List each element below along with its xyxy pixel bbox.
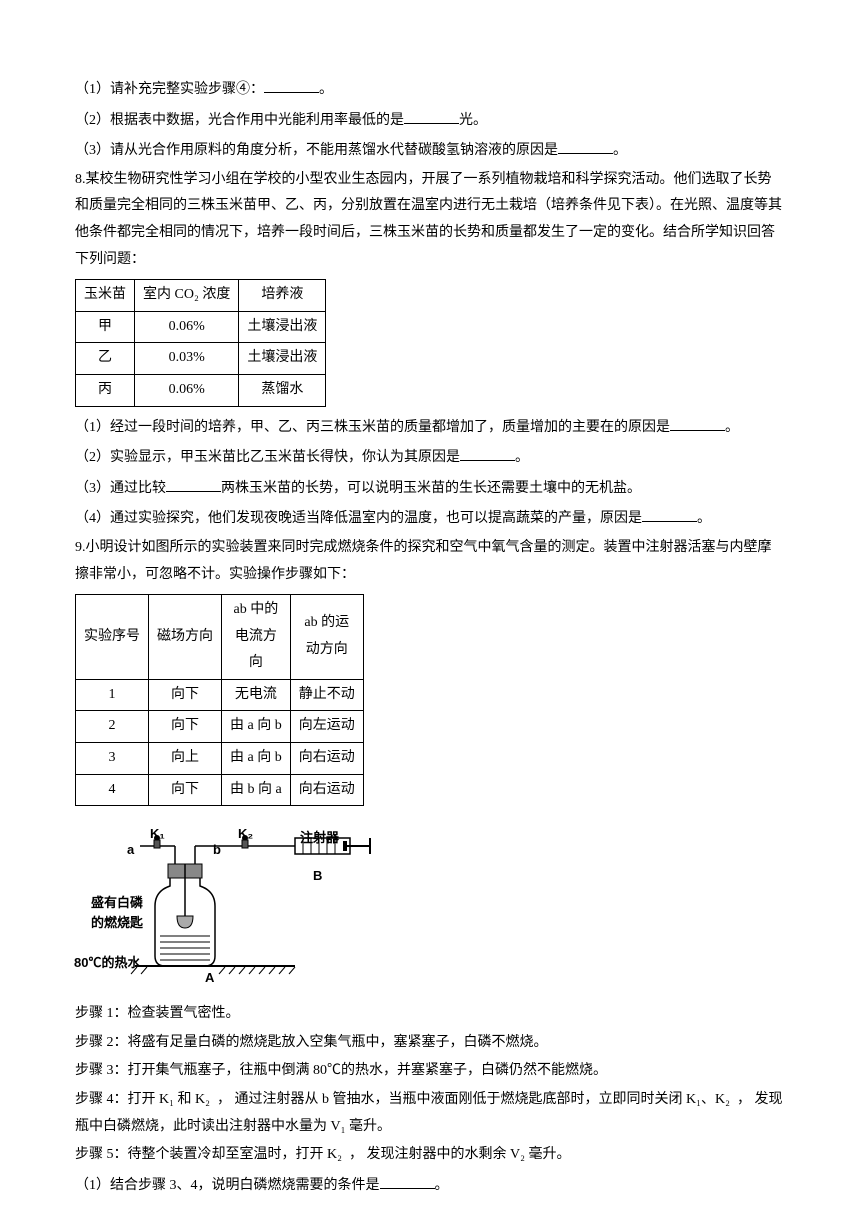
table-cell: 向右运动 xyxy=(290,743,363,775)
q8-sub4-suffix: 。 xyxy=(697,511,711,526)
table-cell: 甲 xyxy=(76,311,135,343)
table-cell: 由 a 向 b xyxy=(222,711,291,743)
q9-number: 9. xyxy=(75,540,86,555)
label-B: B xyxy=(313,864,322,889)
table-cell: 由 a 向 b xyxy=(222,743,291,775)
label-b: b xyxy=(213,838,221,863)
table-cell: 向下 xyxy=(149,679,222,711)
q7-sub2-suffix: 光。 xyxy=(459,113,487,128)
table-row: 4 向下 由 b 向 a 向右运动 xyxy=(76,774,364,806)
q8-sub1-text: （1）经过一段时间的培养，甲、乙、丙三株玉米苗的质量都增加了，质量增加的主要在的… xyxy=(75,420,670,435)
table-cell: 蒸馏水 xyxy=(239,374,326,406)
table-cell: 4 xyxy=(76,774,149,806)
table-cell: 土壤浸出液 xyxy=(239,343,326,375)
table-cell: 向下 xyxy=(149,711,222,743)
table-row: 乙 0.03% 土壤浸出液 xyxy=(76,343,326,375)
blank-field[interactable] xyxy=(558,136,613,154)
q8-table: 玉米苗 室内 CO₂ 浓度 培养液 甲 0.06% 土壤浸出液 乙 0.03% … xyxy=(75,279,326,406)
q9-step3: 步骤 3：打开集气瓶塞子，往瓶中倒满 80℃的热水，并塞紧塞子，白磷仍然不能燃烧… xyxy=(75,1058,785,1085)
blank-field[interactable] xyxy=(380,1171,435,1189)
table-cell: 乙 xyxy=(76,343,135,375)
table-cell: 2 xyxy=(76,711,149,743)
q9-step1: 步骤 1：检查装置气密性。 xyxy=(75,1001,785,1028)
label-a: a xyxy=(127,838,134,863)
q8-sub2-suffix: 。 xyxy=(515,450,529,465)
label-water: 80℃的热水 xyxy=(74,951,140,976)
q7-sub1-text: （1）请补充完整实验步骤④： xyxy=(75,82,264,97)
blank-field[interactable] xyxy=(166,474,221,492)
q8-intro-text: 某校生物研究性学习小组在学校的小型农业生态园内，开展了一系列植物栽培和科学探究活… xyxy=(75,172,782,267)
table-cell: 由 b 向 a xyxy=(222,774,291,806)
table-header: 磁场方向 xyxy=(149,595,222,680)
label-k2: K₂ xyxy=(238,822,253,847)
q9-step2: 步骤 2：将盛有足量白磷的燃烧匙放入空集气瓶中，塞紧塞子，白磷不燃烧。 xyxy=(75,1030,785,1057)
table-header-row: 玉米苗 室内 CO₂ 浓度 培养液 xyxy=(76,280,326,312)
table-cell: 0.03% xyxy=(135,343,239,375)
table-row: 1 向下 无电流 静止不动 xyxy=(76,679,364,711)
table-header: 实验序号 xyxy=(76,595,149,680)
table-cell: 0.06% xyxy=(135,311,239,343)
q7-sub1-suffix: 。 xyxy=(319,82,333,97)
q8-sub1: （1）经过一段时间的培养，甲、乙、丙三株玉米苗的质量都增加了，质量增加的主要在的… xyxy=(75,413,785,442)
blank-field[interactable] xyxy=(264,75,319,93)
q8-sub1-suffix: 。 xyxy=(725,420,739,435)
q9-sub1-suffix: 。 xyxy=(435,1178,449,1193)
q7-sub3-text: （3）请从光合作用原料的角度分析，不能用蒸馏水代替碳酸氢钠溶液的原因是 xyxy=(75,143,558,158)
label-syringe: 注射器 xyxy=(300,826,339,851)
q9-step5: 步骤 5：待整个装置冷却至室温时，打开 K₂ ， 发现注射器中的水剩余 V₂ 毫… xyxy=(75,1142,785,1169)
q8-sub4: （4）通过实验探究，他们发现夜晚适当降低温室内的温度，也可以提高蔬菜的产量，原因… xyxy=(75,504,785,533)
table-cell: 3 xyxy=(76,743,149,775)
table-cell: 无电流 xyxy=(222,679,291,711)
table-cell: 土壤浸出液 xyxy=(239,311,326,343)
table-cell: 1 xyxy=(76,679,149,711)
table-row: 2 向下 由 a 向 b 向左运动 xyxy=(76,711,364,743)
q9-sub1-text: （1）结合步骤 3、4，说明白磷燃烧需要的条件是 xyxy=(75,1178,380,1193)
label-spoon2: 的燃烧匙 xyxy=(91,911,143,936)
table-row: 甲 0.06% 土壤浸出液 xyxy=(76,311,326,343)
q9-sub1: （1）结合步骤 3、4，说明白磷燃烧需要的条件是 。 xyxy=(75,1171,785,1200)
q7-sub1: （1）请补充完整实验步骤④： 。 xyxy=(75,75,785,104)
q7-sub2-text: （2）根据表中数据，光合作用中光能利用率最低的是 xyxy=(75,113,404,128)
q8-sub4-text: （4）通过实验探究，他们发现夜晚适当降低温室内的温度，也可以提高蔬菜的产量，原因… xyxy=(75,511,642,526)
q8-sub3-b: 两株玉米苗的长势，可以说明玉米苗的生长还需要土壤中的无机盐。 xyxy=(221,481,641,496)
table-row: 丙 0.06% 蒸馏水 xyxy=(76,374,326,406)
label-k1: K₁ xyxy=(150,822,165,847)
apparatus-diagram: K₁ K₂ a b 注射器 B A 盛有白磷 的燃烧匙 80℃的热水 xyxy=(95,816,395,981)
table-header-row: 实验序号 磁场方向 ab 中的电流方向 ab 的运动方向 xyxy=(76,595,364,680)
table-header: 玉米苗 xyxy=(76,280,135,312)
table-cell: 向左运动 xyxy=(290,711,363,743)
table-header: 室内 CO₂ 浓度 xyxy=(135,280,239,312)
blank-field[interactable] xyxy=(404,106,459,124)
q9-intro: 9.小明设计如图所示的实验装置来同时完成燃烧条件的探究和空气中氧气含量的测定。装… xyxy=(75,535,785,588)
q7-sub2: （2）根据表中数据，光合作用中光能利用率最低的是 光。 xyxy=(75,106,785,135)
q8-sub2-text: （2）实验显示，甲玉米苗比乙玉米苗长得快，你认为其原因是 xyxy=(75,450,460,465)
table-cell: 向右运动 xyxy=(290,774,363,806)
table-cell: 向下 xyxy=(149,774,222,806)
q8-intro: 8.某校生物研究性学习小组在学校的小型农业生态园内，开展了一系列植物栽培和科学探… xyxy=(75,167,785,273)
q8-sub3: （3）通过比较 两株玉米苗的长势，可以说明玉米苗的生长还需要土壤中的无机盐。 xyxy=(75,474,785,503)
table-cell: 静止不动 xyxy=(290,679,363,711)
blank-field[interactable] xyxy=(670,413,725,431)
q7-sub3: （3）请从光合作用原料的角度分析，不能用蒸馏水代替碳酸氢钠溶液的原因是 。 xyxy=(75,136,785,165)
q8-sub2: （2）实验显示，甲玉米苗比乙玉米苗长得快，你认为其原因是 。 xyxy=(75,443,785,472)
table-row: 3 向上 由 a 向 b 向右运动 xyxy=(76,743,364,775)
blank-field[interactable] xyxy=(460,443,515,461)
q7-sub3-suffix: 。 xyxy=(613,143,627,158)
q9-intro-text: 小明设计如图所示的实验装置来同时完成燃烧条件的探究和空气中氧气含量的测定。装置中… xyxy=(75,540,772,582)
table-header: 培养液 xyxy=(239,280,326,312)
label-A: A xyxy=(205,966,214,991)
q9-step4: 步骤 4：打开 K₁ 和 K₂ ， 通过注射器从 b 管抽水，当瓶中液面刚低于燃… xyxy=(75,1087,785,1140)
table-cell: 0.06% xyxy=(135,374,239,406)
table-cell: 向上 xyxy=(149,743,222,775)
table-cell: 丙 xyxy=(76,374,135,406)
blank-field[interactable] xyxy=(642,504,697,522)
table-header: ab 的运动方向 xyxy=(290,595,363,680)
table-header: ab 中的电流方向 xyxy=(222,595,291,680)
q9-table: 实验序号 磁场方向 ab 中的电流方向 ab 的运动方向 1 向下 无电流 静止… xyxy=(75,594,364,806)
q8-number: 8. xyxy=(75,172,86,187)
q8-sub3-a: （3）通过比较 xyxy=(75,481,166,496)
